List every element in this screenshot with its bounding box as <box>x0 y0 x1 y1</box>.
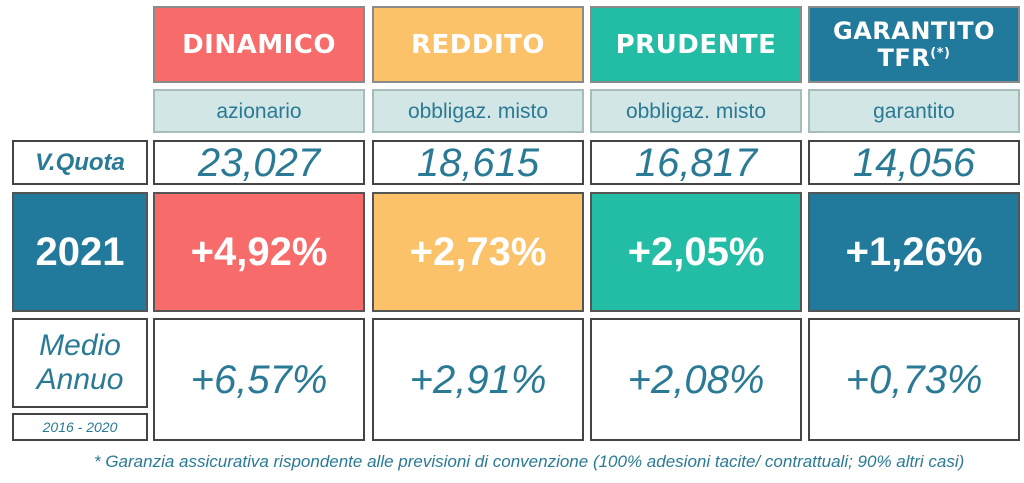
header-reddito-label: REDDITO <box>411 29 545 60</box>
quota-dinamico: 23,027 <box>153 140 365 185</box>
year-label: 2021 <box>12 192 148 312</box>
header-prudente-label: PRUDENTE <box>615 29 777 60</box>
quota-prudente: 16,817 <box>590 140 802 185</box>
footnote-mark: (*) <box>930 45 951 61</box>
y2021-prudente: +2,05% <box>590 192 802 312</box>
type-reddito: obbligaz. misto <box>372 89 584 133</box>
avg-garantito: +0,73% <box>808 318 1020 441</box>
avg-reddito: +2,91% <box>372 318 584 441</box>
y2021-dinamico: +4,92% <box>153 192 365 312</box>
quota-garantito: 14,056 <box>808 140 1020 185</box>
type-dinamico: azionario <box>153 89 365 133</box>
header-reddito: REDDITO <box>372 6 584 83</box>
quota-reddito: 18,615 <box>372 140 584 185</box>
type-garantito: garantito <box>808 89 1020 133</box>
header-garantito-line2: TFR(*) <box>877 43 951 72</box>
header-garantito: GARANTITO TFR(*) <box>808 6 1020 83</box>
y2021-reddito: +2,73% <box>372 192 584 312</box>
avg-label: Medio Annuo <box>12 318 148 408</box>
type-prudente: obbligaz. misto <box>590 89 802 133</box>
footnote: * Garanzia assicurativa rispondente alle… <box>94 452 965 471</box>
quota-label: V.Quota <box>12 140 148 185</box>
header-garantito-line1: GARANTITO <box>833 17 995 46</box>
avg-label-line1: Medio <box>39 328 121 362</box>
y2021-garantito: +1,26% <box>808 192 1020 312</box>
header-prudente: PRUDENTE <box>590 6 802 83</box>
avg-dinamico: +6,57% <box>153 318 365 441</box>
header-dinamico-label: DINAMICO <box>182 29 336 60</box>
header-dinamico: DINAMICO <box>153 6 365 83</box>
avg-range: 2016 - 2020 <box>12 413 148 441</box>
avg-label-line2: Annuo <box>36 363 124 396</box>
avg-prudente: +2,08% <box>590 318 802 441</box>
